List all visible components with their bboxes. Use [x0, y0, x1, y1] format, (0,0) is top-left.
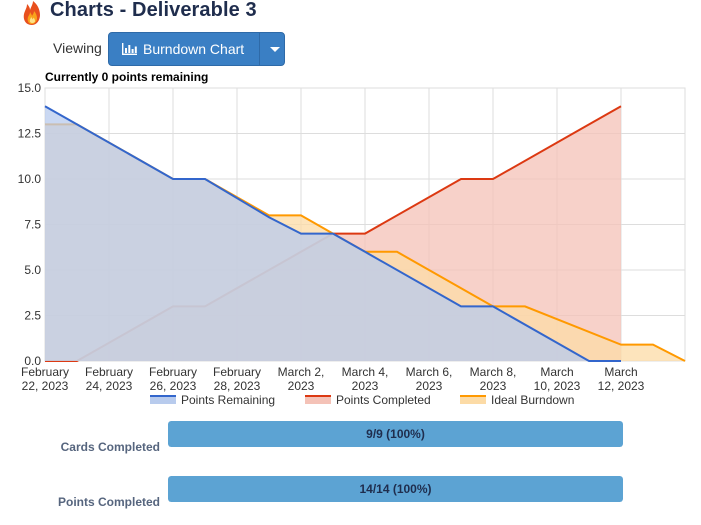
legend-label: Ideal Burndown	[491, 393, 574, 407]
legend-item-points-completed[interactable]: Points Completed	[305, 393, 431, 407]
x-tick-label: March 6, 2023	[406, 365, 453, 393]
progress-fill	[168, 421, 623, 447]
x-tick-label: February 22, 2023	[21, 365, 69, 393]
x-tick-label: February 24, 2023	[85, 365, 133, 393]
legend-swatch	[460, 396, 486, 404]
x-tick-label: February 28, 2023	[213, 365, 261, 393]
x-tick-label: March 2, 2023	[278, 365, 325, 393]
cards-completed-value: 9/9 (100%)	[366, 427, 425, 441]
chart-series	[44, 105, 686, 362]
y-tick-label: 7.5	[24, 218, 41, 232]
points-completed-progress-bar: 14/14 (100%)	[168, 476, 623, 502]
chart-type-label: Burndown Chart	[143, 41, 245, 57]
flame-icon	[23, 1, 40, 25]
burndown-chart: 0.0 2.5 5.0 7.5 10.0 12.5 15.0 February 22, 2023…	[18, 81, 686, 407]
dropdown-divider	[259, 33, 260, 65]
legend-swatch	[305, 396, 331, 404]
points-completed-label: Points Completed	[57, 495, 160, 509]
series-line-points-remaining	[44, 105, 621, 362]
y-tick-label: 15.0	[18, 81, 42, 95]
points-completed-value: 14/14 (100%)	[359, 482, 432, 496]
chart-axes: 0.0 2.5 5.0 7.5 10.0 12.5 15.0 February 22, 2023…	[18, 81, 645, 393]
cards-completed-label: Cards Completed	[60, 440, 160, 454]
chart-type-button[interactable]: Burndown Chart	[109, 33, 259, 65]
legend-label: Points Completed	[336, 393, 431, 407]
legend-label: Points Remaining	[181, 393, 275, 407]
legend-item-ideal-burndown[interactable]: Ideal Burndown	[460, 393, 574, 407]
y-tick-label: 12.5	[18, 127, 42, 141]
x-tick-label: March 10, 2023	[534, 365, 581, 393]
cards-completed-progress-bar: 9/9 (100%)	[168, 421, 623, 447]
viewing-label: Viewing	[53, 40, 102, 56]
y-tick-label: 10.0	[18, 172, 42, 186]
x-tick-label: March 12, 2023	[598, 365, 645, 393]
y-tick-label: 2.5	[24, 309, 41, 323]
bar-chart-icon	[122, 43, 137, 55]
chart-caption: Currently 0 points remaining	[45, 70, 209, 84]
chart-type-dropdown[interactable]: Burndown Chart	[108, 32, 285, 66]
app-header: Charts - Deliverable 3	[0, 0, 701, 28]
y-tick-label: 5.0	[24, 263, 41, 277]
chart-legend[interactable]: Points Remaining Points Completed Ideal Bu…	[150, 393, 574, 407]
x-tick-label: February 26, 2023	[149, 365, 197, 393]
x-tick-label: March 8, 2023	[470, 365, 517, 393]
y-tick-label: 0.0	[24, 354, 41, 368]
progress-fill	[168, 476, 623, 502]
legend-item-points-remaining[interactable]: Points Remaining	[150, 393, 275, 407]
legend-swatch	[150, 396, 176, 404]
x-tick-label: March 4, 2023	[342, 365, 389, 393]
page-title: Charts - Deliverable 3	[50, 0, 257, 21]
chevron-down-icon[interactable]	[270, 47, 280, 52]
